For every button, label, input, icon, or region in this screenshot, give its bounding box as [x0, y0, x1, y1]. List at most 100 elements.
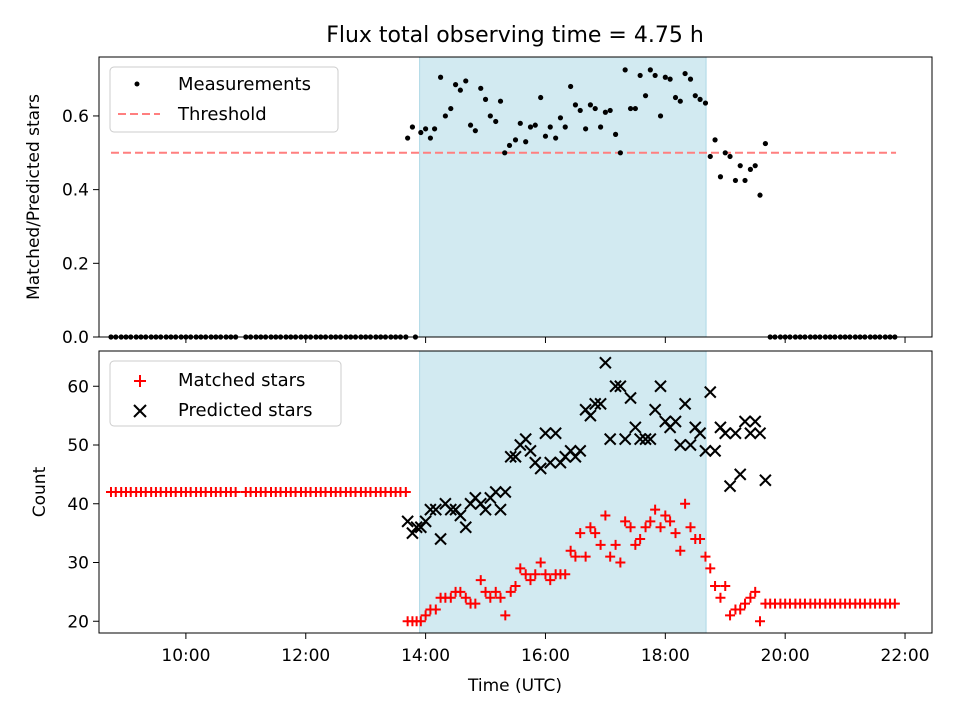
matched-star-point [495, 592, 506, 603]
predicted-star-point [719, 427, 732, 440]
measurement-point [583, 126, 589, 132]
predicted-star-point [419, 515, 432, 528]
measurement-point [572, 102, 579, 108]
measurement-point [632, 105, 638, 112]
predicted-star-point [674, 438, 687, 452]
predicted-star-point [454, 509, 467, 522]
predicted-star-point [406, 526, 419, 540]
x-tick-label: 14:00 [401, 646, 450, 666]
matched-star-point [610, 539, 621, 550]
matched-star-point [570, 551, 581, 562]
predicted-star-point [539, 427, 552, 440]
matched-star-points [105, 487, 900, 627]
measurement-point [557, 115, 564, 121]
bottom-shaded-span [419, 350, 707, 634]
matched-star-point [480, 586, 491, 597]
predicted-star-point [519, 432, 532, 446]
measurement-point [493, 118, 499, 125]
y-tick-label: 20 [67, 612, 89, 632]
predicted-star-point [669, 415, 682, 428]
measurement-point [622, 67, 628, 73]
measurement-point [647, 67, 653, 73]
legend-predicted-marker [133, 404, 147, 418]
legend-threshold-label: Threshold [177, 104, 267, 125]
measurement-point [497, 98, 504, 104]
predicted-star-point [499, 485, 512, 499]
predicted-star-point [654, 380, 667, 393]
matched-star-point [735, 604, 746, 615]
measurement-point [418, 129, 424, 136]
predicted-star-point [544, 456, 557, 469]
predicted-star-point [494, 503, 507, 516]
matched-star-point [475, 575, 486, 586]
predicted-star-point [603, 432, 617, 446]
predicted-star-point [699, 444, 712, 458]
predicted-star-point [729, 427, 742, 440]
matched-star-point [575, 528, 586, 539]
predicted-star-point [678, 397, 692, 411]
measurement-point [657, 113, 664, 119]
matched-star-point [485, 592, 496, 603]
matched-star-point [545, 575, 556, 586]
matched-star-point [605, 551, 616, 562]
matched-star-point [740, 598, 751, 609]
x-tick-label: 16:00 [521, 646, 570, 666]
top-panel: 0.0 0.2 0.4 0.6 Matched/Predicted stars Mea… [24, 56, 933, 348]
measurement-point [506, 142, 513, 149]
measurement-point [642, 93, 649, 99]
measurement-point [431, 126, 438, 132]
measurement-point [538, 94, 544, 101]
measurement-point [512, 137, 519, 143]
chart-title: Flux total observing time = 4.75 h [326, 23, 704, 48]
measurement-point [437, 74, 444, 80]
measurement-point [587, 102, 594, 108]
predicted-star-point [693, 427, 707, 440]
predicted-star-point [704, 385, 717, 399]
matched-star-point [430, 604, 441, 615]
measurement-point [448, 105, 454, 112]
measurement-point [452, 82, 459, 88]
matched-star-point [500, 610, 511, 621]
measurement-point [427, 135, 434, 141]
legend-predicted-label: Predicted stars [178, 400, 312, 421]
matched-star-point [695, 534, 706, 544]
matched-star-point [615, 557, 626, 568]
measurement-point [532, 122, 538, 128]
measurement-point [602, 109, 608, 115]
matched-star-point [470, 598, 481, 609]
measurement-point [717, 174, 724, 180]
top-y-ticks: 0.0 0.2 0.4 0.6 [62, 107, 99, 348]
predicted-star-point [588, 397, 602, 411]
top-y-axis-label: Matched/Predicted stars [24, 94, 44, 300]
bottom-x-ticks: 10:00 12:00 14:00 16:00 18:00 20:00 22:00 [161, 633, 930, 666]
matched-star-point [630, 539, 641, 550]
matched-star-point [625, 522, 636, 533]
measurement-point [687, 76, 694, 82]
matched-star-point [600, 510, 611, 521]
predicted-star-point [614, 380, 627, 393]
measurement-point [677, 98, 683, 104]
matched-star-point [670, 528, 681, 539]
measurement-point [732, 177, 739, 184]
x-tick-label: 12:00 [281, 646, 330, 666]
matched-star-point [720, 581, 731, 591]
matched-star-point [680, 498, 691, 509]
measurement-point [692, 93, 698, 99]
matched-star-point [710, 581, 721, 591]
predicted-star-point [633, 432, 647, 446]
top-shaded-span [419, 56, 707, 338]
measurement-point [523, 139, 529, 145]
predicted-star-point [723, 479, 737, 493]
measurement-point [542, 133, 549, 139]
top-legend: Measurements Threshold [109, 66, 339, 133]
measurement-point [442, 113, 448, 119]
matched-star-point [655, 522, 666, 533]
predicted-star-point [584, 409, 597, 422]
matched-star-point [650, 504, 661, 515]
matched-star-point [580, 551, 591, 562]
predicted-star-point [434, 532, 447, 546]
x-tick-label: 18:00 [641, 646, 690, 666]
predicted-star-point [648, 403, 662, 416]
matched-star-point [535, 557, 546, 568]
measurement-point [712, 137, 718, 143]
